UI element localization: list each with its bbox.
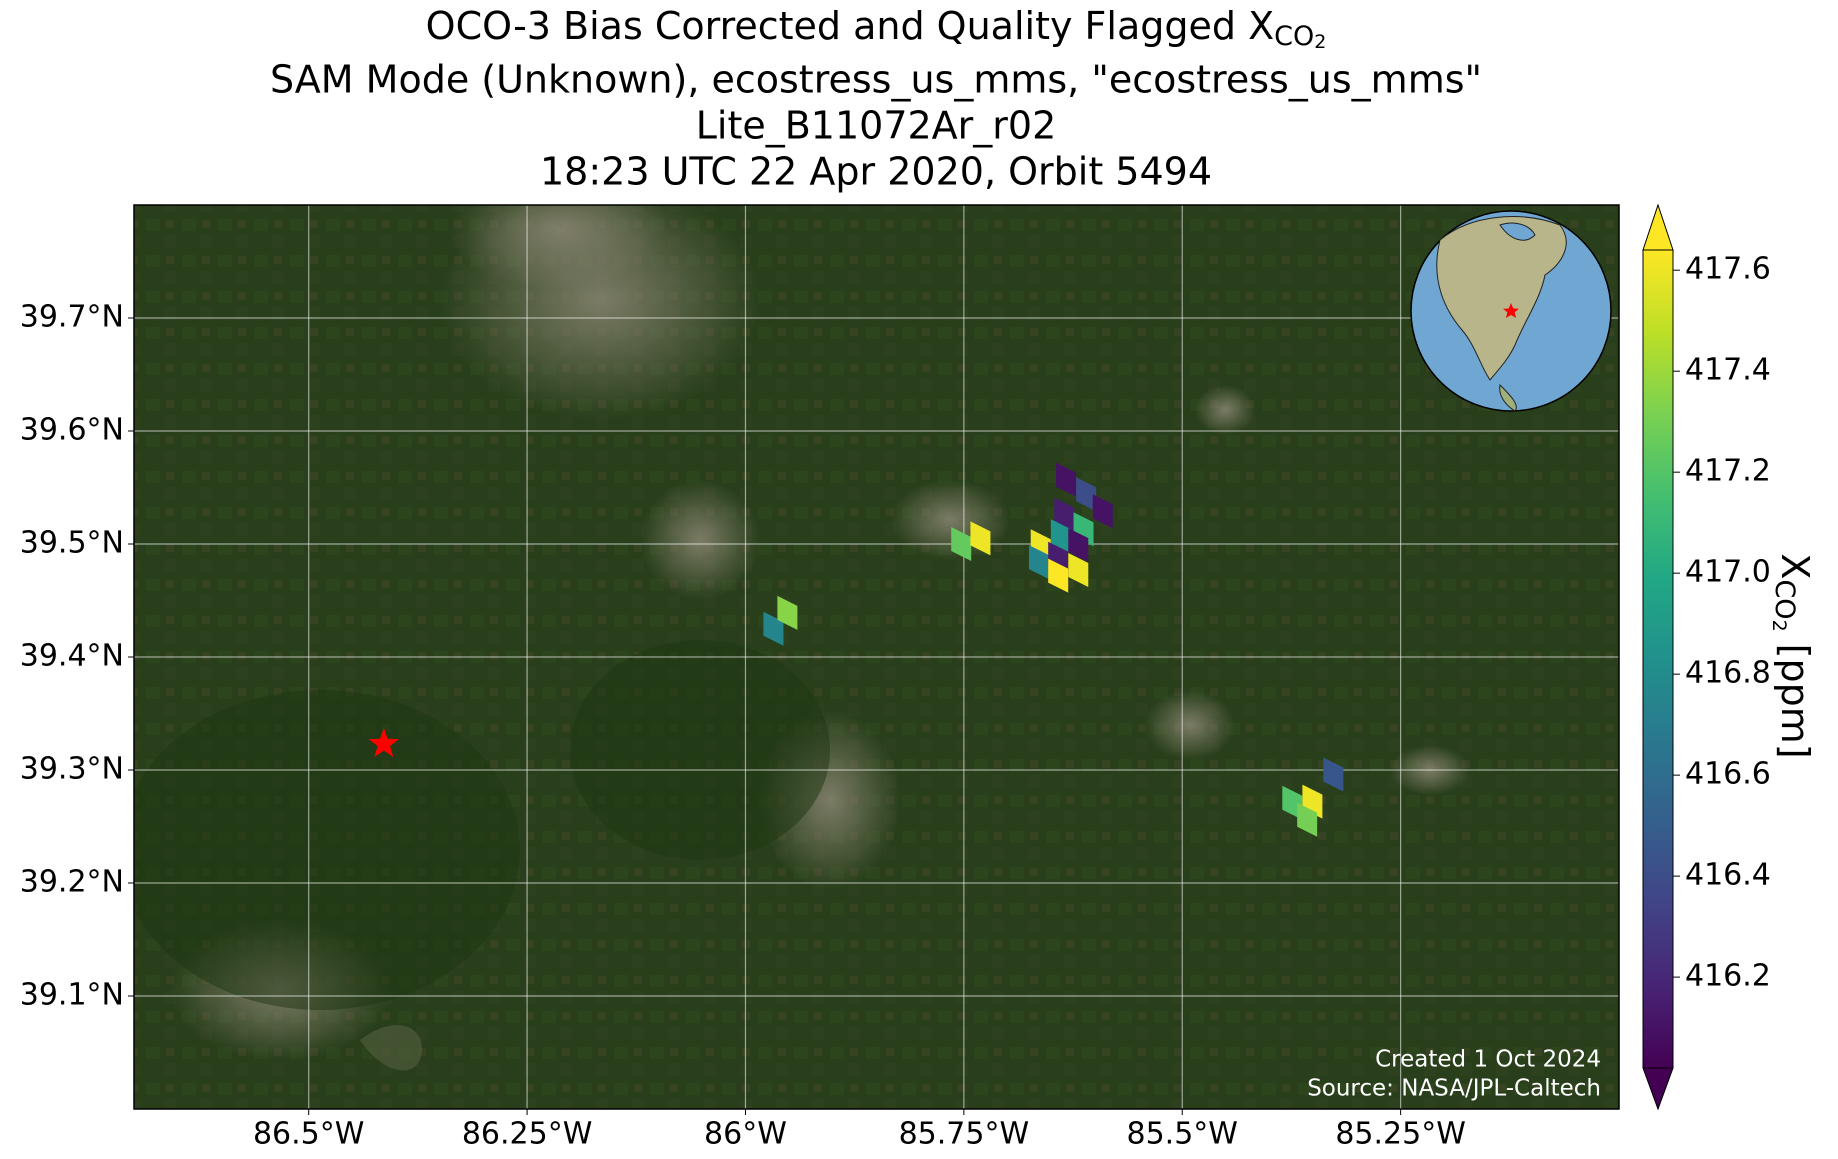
subtitle: SAM Mode (Unknown), ecostress_us_mms, "e… [270,58,1482,102]
x-tick-label: 85.75°W [899,1117,1030,1152]
y-tick-label: 39.1°N [20,978,124,1013]
sounding [1068,528,1089,563]
subtitle: 18:23 UTC 22 Apr 2020, Orbit 5494 [540,150,1212,194]
x-tick-label: 85.5°W [1127,1117,1238,1152]
colorbar-tick-label: 416.2 [1685,959,1771,994]
colorbar-extend [1642,203,1674,251]
footer-text: Source: NASA/JPL-Caltech [1307,1076,1601,1102]
x-tick-label: 86°W [704,1117,787,1152]
sounding [1076,477,1097,512]
colorbar: 416.2 416.4 416.6 416.8 417.0 417.2 417.4 417.6 [1642,203,1771,1111]
x-tick-label: 86.5°W [253,1117,364,1152]
x-tick-label: 85.25°W [1335,1117,1466,1152]
y-tick-label: 39.2°N [20,865,124,900]
sounding [1297,802,1318,837]
title-sub: CO [1274,21,1314,52]
colorbar-tick-label: 417.4 [1685,353,1771,388]
colorbar-label-sub: CO [1770,579,1801,619]
sounding [1092,494,1113,529]
x-tick-label: 86.25°W [462,1117,593,1152]
colorbar-label-subsub: 2 [1769,620,1791,632]
subtitle: Lite_B11072Ar_r02 [696,104,1057,148]
colorbar-tick-label: 417.6 [1685,252,1771,287]
footer-text: Created 1 Oct 2024 [1375,1047,1601,1073]
colorbar-tick-label: 417.2 [1685,454,1771,489]
sounding [1050,519,1071,554]
sounding [1068,552,1089,587]
sounding [1323,757,1344,792]
sounding [951,527,972,561]
y-tick-label: 39.5°N [20,526,124,561]
colorbar-label: XCO2 [ppm] [1769,553,1818,758]
sounding [1048,558,1069,593]
sounding [1028,545,1049,580]
sounding [1054,497,1075,532]
title-text: OCO-3 Bias Corrected and Quality Flagged… [426,4,1274,48]
colorbar-tick-label: 416.4 [1685,858,1771,893]
colorbar-body [1642,249,1674,1069]
colorbar-label-text: X [1774,553,1818,579]
colorbar-tick-label: 416.8 [1685,656,1771,691]
sounding [1056,462,1077,497]
title-subsub: 2 [1314,31,1326,53]
colorbar-label-unit: [ppm] [1774,644,1818,759]
colorbar-extend [1642,1067,1674,1111]
soundings [763,462,1344,837]
title: OCO-3 Bias Corrected and Quality Flagged… [426,4,1327,53]
map-background [134,205,1619,1109]
y-tick-label: 39.4°N [20,639,124,674]
grid [134,205,1619,1109]
site-marker [368,728,400,757]
sounding [777,595,798,630]
sounding [970,521,991,556]
colorbar-tick-label: 416.6 [1685,757,1771,792]
y-tick-label: 39.7°N [20,300,124,335]
y-tick-label: 39.3°N [20,752,124,787]
y-tick-label: 39.6°N [20,413,124,448]
colorbar-tick-label: 417.0 [1685,555,1771,590]
inset-globe [1410,210,1612,412]
